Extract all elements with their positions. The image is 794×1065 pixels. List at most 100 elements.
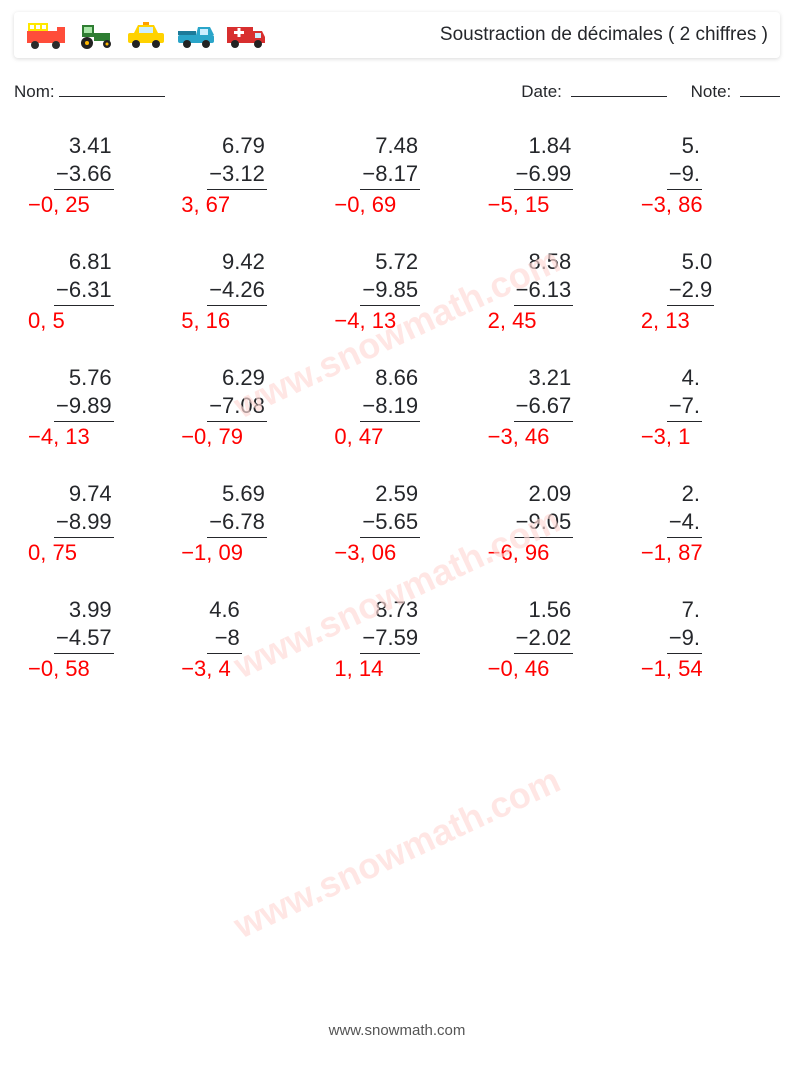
subtraction-block: 5.72−9.85 bbox=[360, 248, 420, 306]
subtrahend: −4. bbox=[667, 508, 702, 539]
minuend: 9.74 bbox=[54, 480, 114, 508]
subtraction-block: 8.66−8.19 bbox=[360, 364, 420, 422]
subtrahend: −3.66 bbox=[54, 160, 114, 191]
minuend: 6.81 bbox=[54, 248, 114, 276]
subtraction-block: 6.29−7.08 bbox=[207, 364, 267, 422]
meta-row: Nom: Date: Note: bbox=[14, 80, 780, 102]
subtrahend: −6.67 bbox=[514, 392, 574, 423]
minuend: 3.99 bbox=[54, 596, 114, 624]
subtraction-block: 1.56−2.02 bbox=[514, 596, 574, 654]
subtrahend: −2.02 bbox=[514, 624, 574, 655]
minuend: 3.21 bbox=[514, 364, 574, 392]
subtraction-block: 8.73−7.59 bbox=[360, 596, 420, 654]
minuend: 2.59 bbox=[360, 480, 420, 508]
problem-cell: 3.41−3.66−0, 25 bbox=[28, 132, 181, 218]
answer: −6, 96 bbox=[488, 540, 550, 566]
subtraction-block: 4.−7. bbox=[667, 364, 702, 422]
problem-cell: 1.84−6.99−5, 15 bbox=[488, 132, 641, 218]
problem-cell: 9.42−4.265, 16 bbox=[181, 248, 334, 334]
answer: −4, 13 bbox=[334, 308, 396, 334]
subtrahend: −6.78 bbox=[207, 508, 267, 539]
pickup-icon bbox=[176, 21, 216, 49]
subtraction-block: 5.76−9.89 bbox=[54, 364, 114, 422]
answer: −0, 69 bbox=[334, 192, 396, 218]
answer: −1, 54 bbox=[641, 656, 703, 682]
note-blank bbox=[740, 80, 780, 97]
subtrahend: −7.59 bbox=[360, 624, 420, 655]
answer: 5, 16 bbox=[181, 308, 230, 334]
subtraction-block: 5.−9. bbox=[667, 132, 702, 190]
subtraction-block: 3.99−4.57 bbox=[54, 596, 114, 654]
problem-cell: 5.−9.−3, 86 bbox=[641, 132, 794, 218]
minuend: 5.69 bbox=[207, 480, 267, 508]
subtraction-block: 2.59−5.65 bbox=[360, 480, 420, 538]
subtrahend: −9. bbox=[667, 624, 702, 655]
answer: −3, 1 bbox=[641, 424, 691, 450]
firetruck-icon bbox=[26, 21, 66, 49]
answer: −0, 25 bbox=[28, 192, 90, 218]
subtrahend: −9. bbox=[667, 160, 702, 191]
problem-cell: 1.56−2.02−0, 46 bbox=[488, 596, 641, 682]
problem-cell: 5.76−9.89−4, 13 bbox=[28, 364, 181, 450]
answer: −1, 09 bbox=[181, 540, 243, 566]
problem-row: 6.81−6.310, 59.42−4.265, 165.72−9.85−4, … bbox=[28, 248, 794, 334]
minuend: 6.79 bbox=[207, 132, 267, 160]
problem-row: 9.74−8.990, 755.69−6.78−1, 092.59−5.65−3… bbox=[28, 480, 794, 566]
subtrahend: −7. bbox=[667, 392, 702, 423]
problem-cell: 2.59−5.65−3, 06 bbox=[334, 480, 487, 566]
minuend: 5.72 bbox=[360, 248, 420, 276]
answer: 2, 13 bbox=[641, 308, 690, 334]
problem-cell: 3.99−4.57−0, 58 bbox=[28, 596, 181, 682]
subtrahend: −8.19 bbox=[360, 392, 420, 423]
subtraction-block: 7.48−8.17 bbox=[360, 132, 420, 190]
answer: −5, 15 bbox=[488, 192, 550, 218]
subtraction-block: 7.−9. bbox=[667, 596, 702, 654]
subtrahend: −6.13 bbox=[514, 276, 574, 307]
taxi-icon bbox=[126, 21, 166, 49]
subtraction-block: 6.79−3.12 bbox=[207, 132, 267, 190]
answer: −0, 79 bbox=[181, 424, 243, 450]
problem-cell: 8.66−8.190, 47 bbox=[334, 364, 487, 450]
problem-cell: 7.−9.−1, 54 bbox=[641, 596, 794, 682]
problem-cell: 5.69−6.78−1, 09 bbox=[181, 480, 334, 566]
date-blank bbox=[571, 80, 667, 97]
answer: −0, 46 bbox=[488, 656, 550, 682]
subtrahend: −6.31 bbox=[54, 276, 114, 307]
subtraction-block: 6.81−6.31 bbox=[54, 248, 114, 306]
answer: −0, 58 bbox=[28, 656, 90, 682]
problem-cell: 8.58−6.132, 45 bbox=[488, 248, 641, 334]
subtrahend: −8.17 bbox=[360, 160, 420, 191]
subtrahend: −3.12 bbox=[207, 160, 267, 191]
subtrahend: −9.89 bbox=[54, 392, 114, 423]
problem-cell: 7.48−8.17−0, 69 bbox=[334, 132, 487, 218]
subtraction-block: 4.6−8 bbox=[207, 596, 242, 654]
subtrahend: −9.05 bbox=[514, 508, 574, 539]
subtrahend: −4.57 bbox=[54, 624, 114, 655]
answer: 3, 67 bbox=[181, 192, 230, 218]
subtraction-block: 8.58−6.13 bbox=[514, 248, 574, 306]
answer: −3, 4 bbox=[181, 656, 231, 682]
subtrahend: −8.99 bbox=[54, 508, 114, 539]
subtrahend: −7.08 bbox=[207, 392, 267, 423]
minuend: 8.58 bbox=[514, 248, 574, 276]
problem-row: 3.41−3.66−0, 256.79−3.123, 677.48−8.17−0… bbox=[28, 132, 794, 218]
minuend: 5.76 bbox=[54, 364, 114, 392]
subtraction-block: 3.21−6.67 bbox=[514, 364, 574, 422]
problem-cell: 9.74−8.990, 75 bbox=[28, 480, 181, 566]
minuend: 7.48 bbox=[360, 132, 420, 160]
minuend: 3.41 bbox=[54, 132, 114, 160]
subtraction-block: 5.0−2.9 bbox=[667, 248, 714, 306]
answer: 2, 45 bbox=[488, 308, 537, 334]
minuend: 6.29 bbox=[207, 364, 267, 392]
minuend: 8.66 bbox=[360, 364, 420, 392]
name-label: Nom: bbox=[14, 82, 55, 102]
answer: −3, 46 bbox=[488, 424, 550, 450]
subtrahend: −6.99 bbox=[514, 160, 574, 191]
answer: 0, 75 bbox=[28, 540, 77, 566]
minuend: 8.73 bbox=[360, 596, 420, 624]
subtrahend: −4.26 bbox=[207, 276, 267, 307]
minuend: 1.84 bbox=[514, 132, 574, 160]
tractor-icon bbox=[76, 21, 116, 49]
worksheet-title: Soustraction de décimales ( 2 chiffres ) bbox=[440, 24, 768, 46]
vehicle-icons-row bbox=[26, 21, 266, 49]
